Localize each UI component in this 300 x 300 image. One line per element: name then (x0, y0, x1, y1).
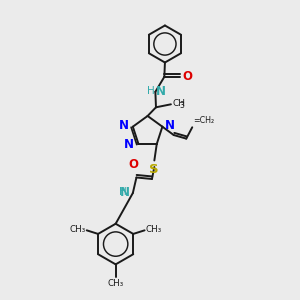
Text: CH₃: CH₃ (69, 225, 85, 234)
Text: N: N (120, 186, 130, 199)
Text: N: N (165, 119, 176, 132)
Text: CH: CH (172, 99, 185, 108)
Text: N: N (156, 85, 166, 98)
Text: CH₃: CH₃ (107, 279, 124, 288)
Text: 3: 3 (179, 101, 184, 110)
Text: =CH₂: =CH₂ (194, 116, 214, 125)
Text: H: H (118, 188, 126, 197)
Text: H: H (147, 86, 154, 96)
Text: N: N (124, 138, 134, 152)
Text: S: S (149, 164, 159, 176)
Text: N: N (119, 119, 129, 132)
Text: CH₃: CH₃ (146, 225, 162, 234)
Text: O: O (183, 70, 193, 83)
Text: O: O (128, 158, 138, 171)
